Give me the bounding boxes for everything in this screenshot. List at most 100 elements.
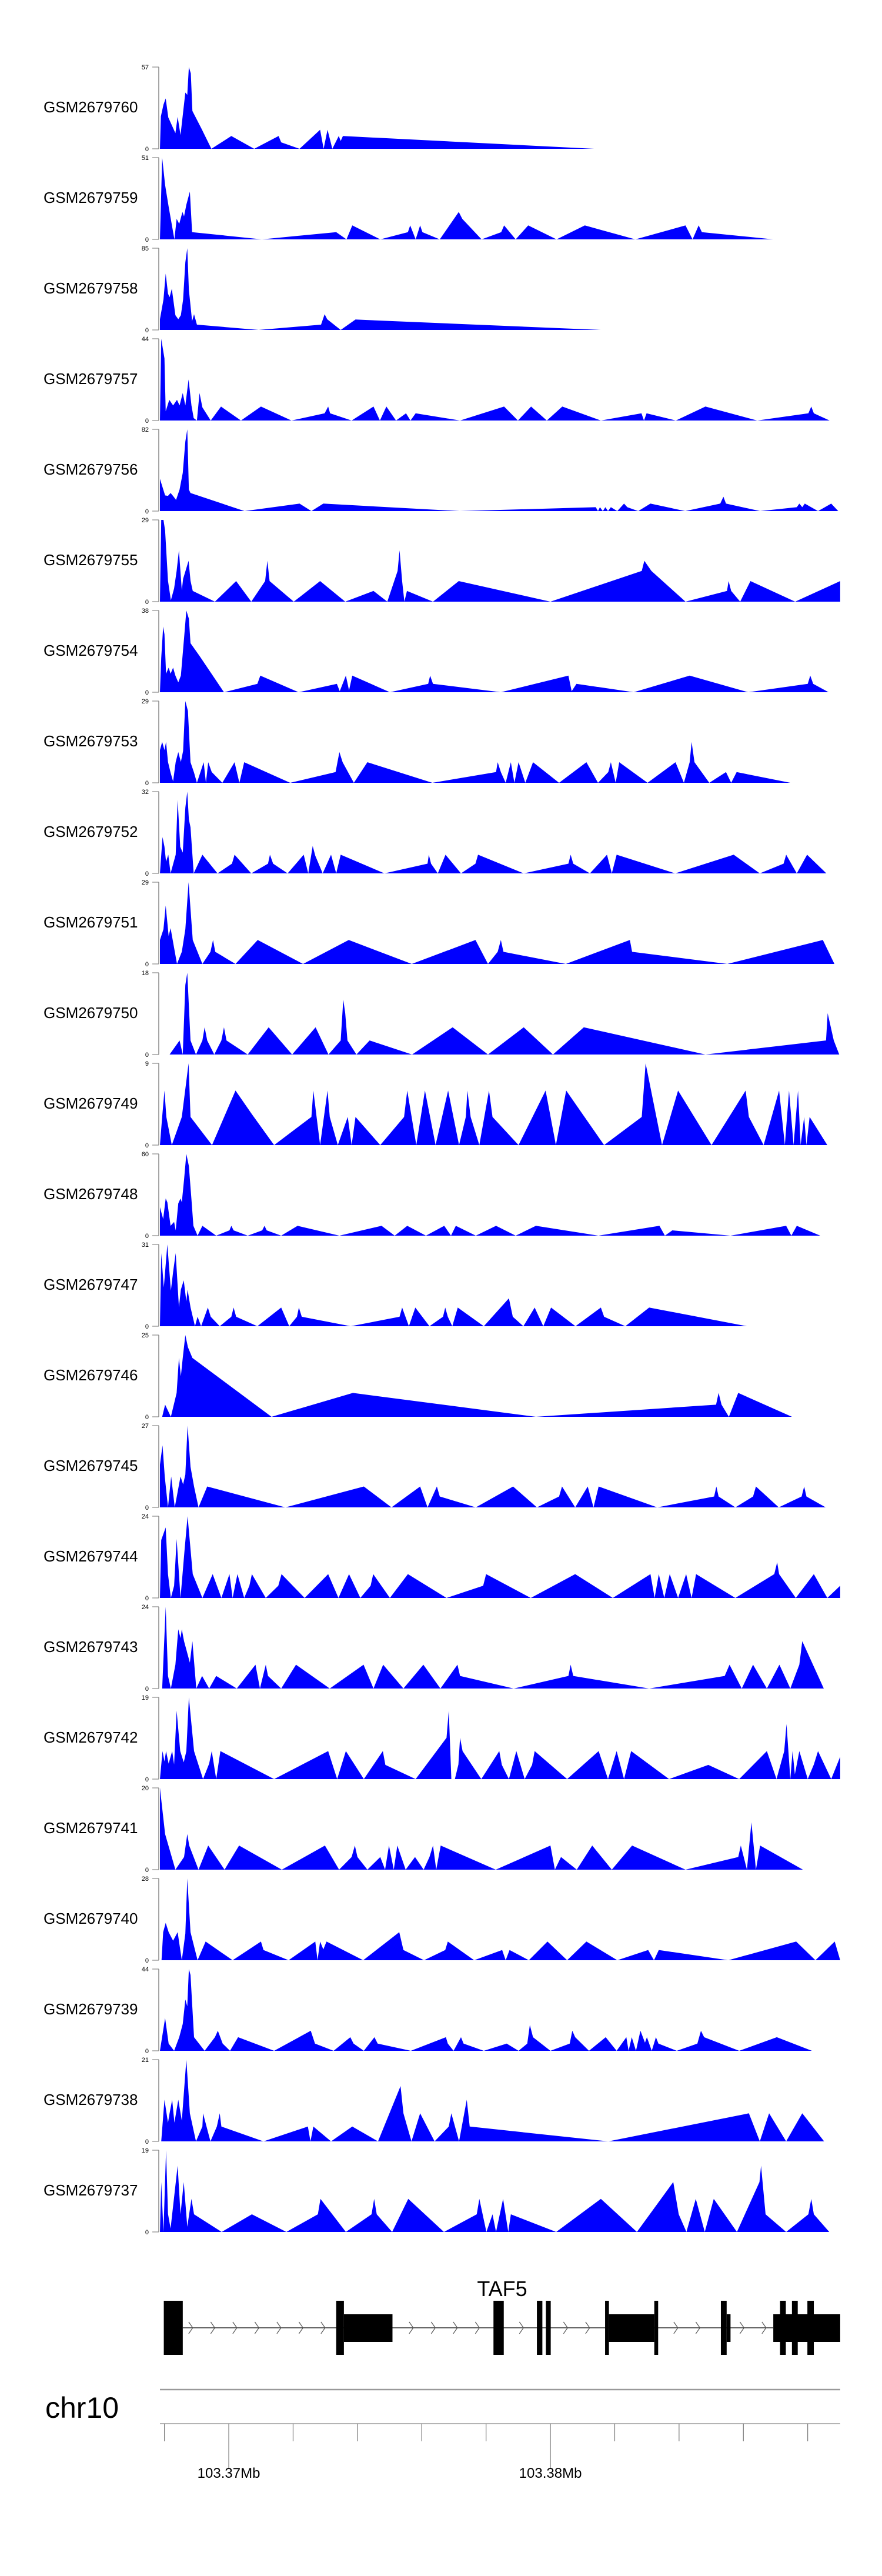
track-label: GSM2679739 [44,2000,138,2018]
tick-label: 103.37Mb [198,2465,260,2481]
coverage-area [160,2150,830,2232]
track-label: GSM2679745 [44,1457,138,1474]
y-tick-label-zero: 0 [145,1323,149,1330]
exon-block [343,2314,393,2342]
track-GSM2679757: GSM2679757 44 0 [44,336,830,425]
strand-arrow-icon [563,2321,569,2334]
y-tick-label-zero: 0 [145,1957,149,1964]
coverage-tracks: GSM2679760570GSM2679759510GSM2679758850G… [44,64,840,2236]
exon-block [609,2314,654,2342]
y-tick-label-max: 82 [142,426,149,433]
exon-block [163,2301,183,2355]
track-label: GSM2679737 [44,2181,138,2199]
gene-name-label: TAF5 [477,2277,527,2301]
y-tick-label-max: 31 [142,1242,149,1249]
track-label: GSM2679756 [44,461,138,478]
y-tick-label-zero: 0 [145,1776,149,1783]
strand-arrow-icon [232,2321,238,2334]
track-label: GSM2679760 [44,98,138,116]
y-tick-label-zero: 0 [145,2229,149,2236]
track-label: GSM2679751 [44,913,138,931]
coverage-area [162,1607,824,1689]
track-label: GSM2679738 [44,2091,138,2108]
track-label: GSM2679749 [44,1095,138,1112]
coverage-area [160,882,835,964]
strand-arrow-icon [695,2321,701,2334]
y-tick-label-zero: 0 [145,508,149,515]
coverage-area [161,2060,824,2141]
strand-arrow-icon [298,2321,304,2334]
y-tick-label-zero: 0 [145,2138,149,2145]
track-GSM2679743: GSM2679743 24 0 [44,1604,824,1693]
coverage-area [160,1697,840,1779]
y-tick-label-max: 32 [142,789,149,796]
y-tick-label-zero: 0 [145,1052,149,1059]
track-label: GSM2679758 [44,279,138,297]
exon-block [807,2301,814,2355]
y-tick-label-max: 57 [142,64,149,71]
track-GSM2679753: GSM2679753 29 0 [44,698,791,787]
y-tick-label-zero: 0 [145,599,149,606]
strand-arrow-icon [254,2321,260,2334]
strand-arrow-icon [519,2321,524,2334]
y-tick-label-zero: 0 [145,327,149,334]
y-tick-label-zero: 0 [145,1414,149,1421]
y-tick-label-zero: 0 [145,418,149,425]
track-GSM2679750: GSM2679750 18 0 [44,970,840,1059]
track-GSM2679749: GSM2679749 9 0 [44,1060,827,1149]
track-GSM2679747: GSM2679747 31 0 [44,1242,747,1330]
tick-label: 103.38Mb [519,2465,582,2481]
strand-arrow-icon [276,2321,282,2334]
genome-axis-track: chr10 103.37Mb 103.38Mb [45,2388,840,2481]
track-label: GSM2679753 [44,732,138,750]
track-label: GSM2679741 [44,1819,138,1837]
coverage-area [160,1244,747,1326]
track-label: GSM2679742 [44,1729,138,1746]
y-tick-label-max: 29 [142,698,149,705]
strand-arrow-icon [320,2321,326,2334]
y-tick-label-max: 44 [142,1966,149,1973]
track-label: GSM2679750 [44,1004,138,1022]
track-label: GSM2679747 [44,1276,138,1293]
coverage-area [160,1426,826,1507]
track-GSM2679740: GSM2679740 28 0 [44,1876,840,1964]
track-GSM2679759: GSM2679759 51 0 [44,155,774,243]
exon-block [654,2301,659,2355]
track-GSM2679742: GSM2679742 19 0 [44,1694,840,1783]
coverage-area [161,1878,840,1960]
y-tick-label-zero: 0 [145,1867,149,1874]
y-tick-label-zero: 0 [145,1595,149,1602]
y-tick-label-max: 38 [142,608,149,615]
track-GSM2679758: GSM2679758 85 0 [44,245,601,334]
exon-block [537,2301,543,2355]
y-tick-label-max: 19 [142,1694,149,1701]
y-tick-label-max: 24 [142,1513,149,1520]
track-GSM2679744: GSM2679744 24 0 [44,1513,840,1602]
track-label: GSM2679746 [44,1366,138,1384]
track-GSM2679760: GSM2679760 57 0 [44,64,594,153]
y-tick-label-zero: 0 [145,870,149,877]
y-tick-label-zero: 0 [145,780,149,787]
track-GSM2679741: GSM2679741 20 0 [44,1785,803,1874]
y-tick-label-zero: 0 [145,1142,149,1149]
exon-block [720,2301,727,2355]
coverage-area [160,67,594,149]
y-tick-label-zero: 0 [145,2048,149,2055]
y-tick-label-max: 51 [142,155,149,162]
y-tick-label-max: 28 [142,1876,149,1883]
track-GSM2679739: GSM2679739 44 0 [44,1966,812,2055]
track-GSM2679755: GSM2679755 29 0 [44,517,840,606]
strand-arrow-icon [585,2321,590,2334]
strand-arrow-icon [210,2321,216,2334]
y-tick-label-max: 25 [142,1332,149,1339]
track-GSM2679751: GSM2679751 29 0 [44,879,835,968]
y-tick-label-max: 44 [142,336,149,343]
track-label: GSM2679752 [44,823,138,840]
y-tick-label-zero: 0 [145,1233,149,1240]
track-GSM2679748: GSM2679748 60 0 [44,1151,820,1240]
y-tick-label-zero: 0 [145,961,149,968]
track-label: GSM2679759 [44,189,138,206]
track-label: GSM2679754 [44,642,138,659]
y-tick-label-zero: 0 [145,1504,149,1511]
